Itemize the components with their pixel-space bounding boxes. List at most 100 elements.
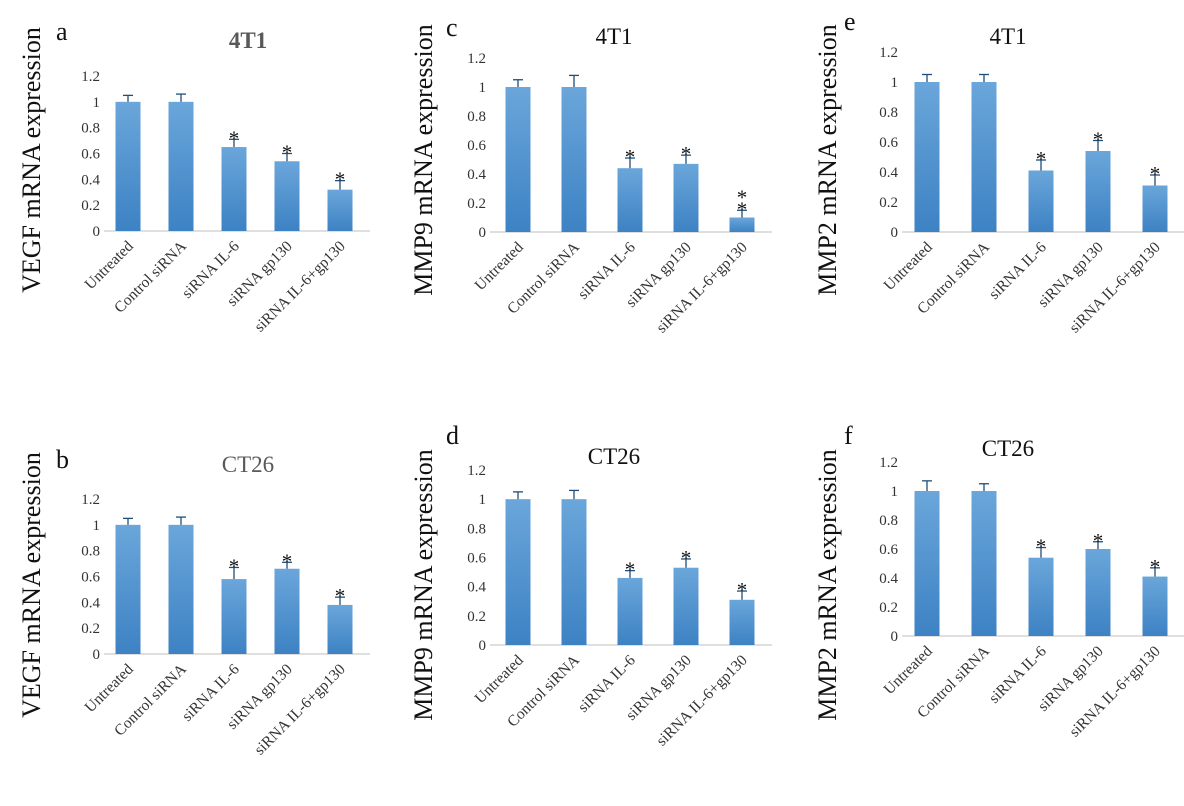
bar-sirna-il-6-gp130 [1142,185,1168,232]
y-axis-label: MMP9 mRNA expression [409,449,438,721]
y-tick-label: 0.2 [467,609,486,625]
bar-untreated [115,101,141,231]
y-axis-label: VEGF mRNA expression [17,27,46,293]
significance-marker: * [282,141,293,165]
y-tick-label: 1 [891,484,899,500]
y-tick-label: 0 [891,629,899,645]
bar-sirna-gp130 [274,161,300,231]
y-tick-label: 0 [479,225,487,241]
y-tick-label: 0.4 [879,571,898,587]
bar-untreated [914,491,940,636]
bar-control-sirna [561,87,587,232]
y-tick-label: 0.8 [467,521,486,537]
bar-sirna-il-6-gp130 [327,604,353,654]
panel-letter: b [56,445,69,474]
bar-sirna-gp130 [1085,549,1111,636]
y-tick-label: 0.2 [81,621,100,637]
significance-marker: * [335,168,346,192]
y-tick-label: 0.6 [467,138,486,154]
bar-sirna-il-6 [617,577,643,645]
bar-sirna-il-6-gp130 [729,217,755,232]
y-axis-label: VEGF mRNA expression [17,452,46,718]
bar-sirna-gp130 [673,163,699,232]
chart-title: 4T1 [229,28,267,53]
panel-letter: e [844,7,856,36]
y-tick-label: 1 [891,75,899,91]
panel-b: b CT26 VEGF mRNA expression 0 0.2 0.4 0.6 0.8 1 1… [17,445,370,758]
x-category-label: Untreated [881,643,936,698]
y-tick-label: 0.4 [81,172,100,188]
significance-marker: * [681,546,692,570]
y-tick-label: 0.2 [879,600,898,616]
y-tick-label: 0.2 [467,196,486,212]
panel-letter: a [56,17,68,46]
y-tick-label: 0.2 [81,198,100,214]
bar-sirna-il-6 [221,147,247,231]
y-tick-label: 0.6 [81,147,100,163]
bar-sirna-il-6-gp130 [327,189,353,231]
y-axis-label: MMP2 mRNA expression [813,24,842,296]
y-tick-label: 0.8 [81,544,100,560]
significance-marker: * [1036,535,1047,559]
y-tick-label: 0 [93,647,101,663]
y-tick-label: 0.6 [879,542,898,558]
y-tick-label: 0.6 [467,551,486,567]
significance-marker: * [229,554,240,578]
y-tick-label: 0.6 [81,570,100,586]
significance-marker: * [282,549,293,573]
y-axis-label: MMP9 mRNA expression [409,24,438,296]
significance-marker: * [625,145,636,169]
bar-control-sirna [561,499,587,645]
bar-untreated [505,87,531,232]
panel-f: f CT26 MMP2 mRNA expression 0 0.2 0.4 0.6 0.8 1 1… [813,421,1184,740]
y-tick-label: 0.8 [81,121,100,137]
y-tick-label: 1.2 [879,455,898,471]
y-tick-label: 1.2 [81,69,100,85]
y-tick-label: 1.2 [81,492,100,508]
chart-title: CT26 [982,436,1034,461]
panel-letter: d [446,421,459,450]
significance-marker: * [1093,529,1104,553]
y-tick-label: 0.2 [879,195,898,211]
bar-control-sirna [971,491,997,636]
significance-marker: * [625,558,636,582]
y-tick-label: 0.4 [81,595,100,611]
y-tick-label: 0.8 [879,105,898,121]
bar-control-sirna [971,82,997,232]
panel-letter: f [844,421,853,450]
y-tick-label: 0.4 [467,580,486,596]
y-tick-label: 1.2 [467,463,486,479]
y-tick-label: 0.8 [879,513,898,529]
y-tick-label: 0 [93,224,101,240]
significance-marker: * [335,584,346,608]
significance-marker: * [1150,162,1161,186]
significance-marker: * [229,126,240,150]
bar-untreated [115,524,141,654]
panel-c: c 4T1 MMP9 mRNA expression 0 0.2 0.4 0.6 0.8 1 1.… [409,13,772,336]
y-tick-label: 1 [93,518,101,534]
x-category-label: siRNA IL-6+gp130 [251,238,349,336]
significance-marker: * [737,197,748,221]
bar-control-sirna [168,524,194,654]
y-tick-label: 1.2 [467,51,486,67]
significance-marker: * [737,185,748,209]
panel-e: e 4T1 MMP2 mRNA expression 0 0.2 0.4 0.6 0.8 1 1.… [813,7,1184,336]
y-tick-label: 0.4 [879,165,898,181]
x-category-label: Untreated [472,652,527,707]
bar-sirna-il-6 [1028,557,1054,636]
y-tick-label: 0.6 [879,135,898,151]
bar-sirna-il-6 [1028,170,1054,232]
x-category-label: siRNA IL-6+gp130 [251,661,349,759]
significance-marker: * [1150,555,1161,579]
bar-sirna-il-6-gp130 [1142,576,1168,636]
x-category-label: Untreated [82,238,137,293]
y-tick-label: 1.2 [879,45,898,61]
significance-marker: * [1036,147,1047,171]
panel-a: a 4T1 VEGF mRNA expression 0 0.2 0.4 0.6 0.8 1 1.… [17,17,370,335]
bar-sirna-il-6-gp130 [729,599,755,645]
significance-marker: * [1093,128,1104,152]
y-tick-label: 1 [93,95,101,111]
bar-sirna-gp130 [1085,151,1111,232]
bar-sirna-gp130 [274,568,300,654]
significance-marker: * [737,578,748,602]
